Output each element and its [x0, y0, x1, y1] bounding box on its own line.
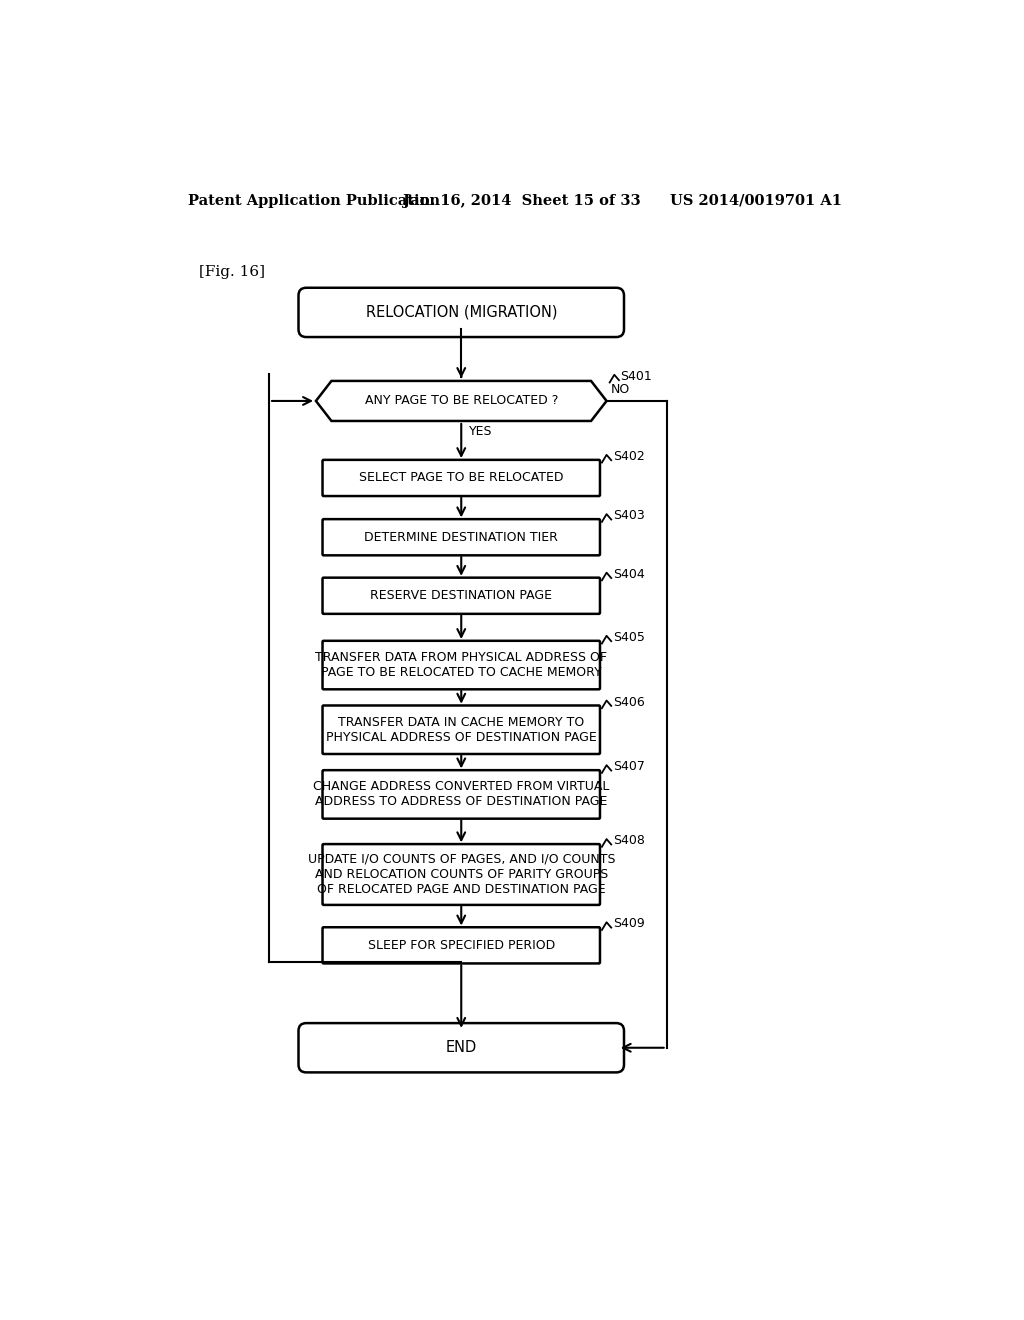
Text: S409: S409 — [612, 917, 644, 931]
Text: S402: S402 — [612, 450, 644, 463]
Text: TRANSFER DATA FROM PHYSICAL ADDRESS OF
PAGE TO BE RELOCATED TO CACHE MEMORY: TRANSFER DATA FROM PHYSICAL ADDRESS OF P… — [315, 651, 607, 678]
Polygon shape — [316, 381, 606, 421]
Text: S408: S408 — [612, 834, 645, 847]
FancyBboxPatch shape — [323, 459, 600, 496]
FancyBboxPatch shape — [323, 519, 600, 556]
Text: DETERMINE DESTINATION TIER: DETERMINE DESTINATION TIER — [365, 531, 558, 544]
Text: RESERVE DESTINATION PAGE: RESERVE DESTINATION PAGE — [371, 589, 552, 602]
Text: SELECT PAGE TO BE RELOCATED: SELECT PAGE TO BE RELOCATED — [359, 471, 563, 484]
FancyBboxPatch shape — [299, 288, 624, 337]
Text: S404: S404 — [612, 568, 644, 581]
Text: S407: S407 — [612, 760, 645, 774]
Text: TRANSFER DATA IN CACHE MEMORY TO
PHYSICAL ADDRESS OF DESTINATION PAGE: TRANSFER DATA IN CACHE MEMORY TO PHYSICA… — [326, 715, 597, 743]
Text: S406: S406 — [612, 696, 644, 709]
Text: US 2014/0019701 A1: US 2014/0019701 A1 — [671, 194, 843, 207]
Text: END: END — [445, 1040, 477, 1055]
Text: YES: YES — [469, 425, 493, 438]
Text: S403: S403 — [612, 510, 644, 523]
Text: [Fig. 16]: [Fig. 16] — [200, 265, 265, 280]
FancyBboxPatch shape — [323, 640, 600, 689]
FancyBboxPatch shape — [323, 578, 600, 614]
Text: RELOCATION (MIGRATION): RELOCATION (MIGRATION) — [366, 305, 557, 319]
Text: UPDATE I/O COUNTS OF PAGES, AND I/O COUNTS
AND RELOCATION COUNTS OF PARITY GROUP: UPDATE I/O COUNTS OF PAGES, AND I/O COUN… — [307, 853, 615, 896]
Text: ANY PAGE TO BE RELOCATED ?: ANY PAGE TO BE RELOCATED ? — [365, 395, 558, 408]
Text: Patent Application Publication: Patent Application Publication — [188, 194, 440, 207]
FancyBboxPatch shape — [323, 843, 600, 906]
Text: SLEEP FOR SPECIFIED PERIOD: SLEEP FOR SPECIFIED PERIOD — [368, 939, 555, 952]
Text: S405: S405 — [612, 631, 645, 644]
Text: NO: NO — [611, 383, 631, 396]
Text: Jan. 16, 2014  Sheet 15 of 33: Jan. 16, 2014 Sheet 15 of 33 — [403, 194, 641, 207]
FancyBboxPatch shape — [323, 705, 600, 754]
FancyBboxPatch shape — [323, 770, 600, 818]
Text: CHANGE ADDRESS CONVERTED FROM VIRTUAL
ADDRESS TO ADDRESS OF DESTINATION PAGE: CHANGE ADDRESS CONVERTED FROM VIRTUAL AD… — [313, 780, 609, 808]
FancyBboxPatch shape — [323, 927, 600, 964]
FancyBboxPatch shape — [299, 1023, 624, 1072]
Text: S401: S401 — [621, 370, 652, 383]
